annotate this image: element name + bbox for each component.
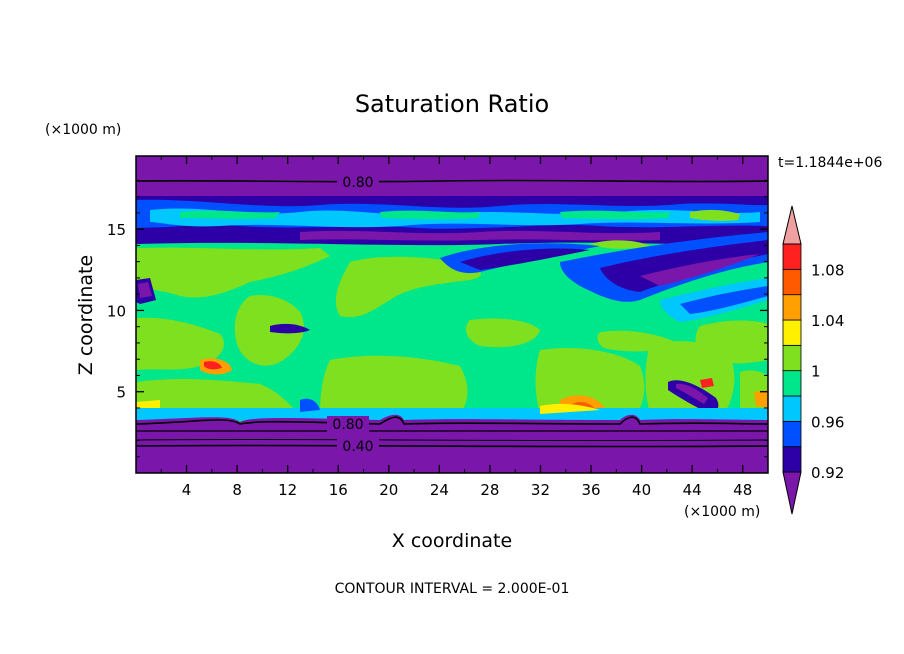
colorbar-bin [782, 395, 802, 422]
colorbar-bin [782, 294, 802, 321]
colorbar-bin [782, 446, 802, 473]
contour-labels: 0.80 0.80 0.40 [327, 173, 379, 455]
colorbar-bin [782, 243, 802, 270]
x-tick-label: 28 [480, 481, 499, 499]
plot-area [136, 156, 768, 473]
contour-interval-note: CONTOUR INTERVAL = 2.000E-01 [335, 581, 570, 597]
x-tick-label: 8 [232, 481, 242, 499]
x-axis-unit: (×1000 m) [684, 504, 760, 520]
colorbar-bin [782, 420, 802, 448]
plot-frame [135, 155, 769, 474]
colorbar-bin [782, 268, 802, 296]
y-tick-label: 5 [116, 384, 126, 402]
colorbar-over-triangle [782, 205, 802, 245]
x-tick-label: 44 [683, 481, 702, 499]
y-axis-unit: (×1000 m) [45, 122, 121, 138]
contour-label-mid: 0.80 [332, 417, 363, 433]
colorbar-tick-label: 1 [811, 363, 821, 381]
chart-title: Saturation Ratio [355, 90, 549, 118]
x-tick-label: 16 [329, 481, 348, 499]
colorbar-tick-label: 0.92 [811, 464, 844, 482]
x-tick-label: 20 [379, 481, 398, 499]
x-tick-label: 48 [733, 481, 752, 499]
colorbar-tick-label: 1.04 [811, 312, 844, 330]
y-axis-ticks: 5 10 15 [107, 179, 768, 458]
contour-label-low: 0.40 [342, 439, 373, 455]
x-tick-label: 32 [531, 481, 550, 499]
colorbar-bin [782, 319, 802, 346]
time-label: t=1.1844e+06 [778, 155, 882, 171]
y-axis-label: Z coordinate [75, 255, 97, 375]
y-tick-label: 15 [107, 221, 126, 239]
x-tick-label: 36 [581, 481, 600, 499]
x-tick-label: 4 [182, 481, 192, 499]
x-tick-label: 24 [430, 481, 449, 499]
colorbar-tick-label: 1.08 [811, 261, 844, 279]
colorbar-tick-label: 0.96 [811, 413, 844, 431]
x-axis-label: X coordinate [392, 530, 512, 552]
x-tick-label: 40 [632, 481, 651, 499]
contour-label-top: 0.80 [342, 175, 373, 191]
x-tick-label: 12 [278, 481, 297, 499]
x-axis-ticks: 4 8 12 16 20 24 28 32 36 40 44 48 [160, 156, 752, 499]
colorbar: 0.92 0.96 1 1.04 1.08 [782, 205, 844, 515]
y-tick-label: 10 [107, 302, 126, 320]
colorbar-bin [782, 344, 802, 372]
colorbar-bin [782, 370, 802, 397]
contour-lines [135, 179, 769, 448]
colorbar-under-triangle [782, 471, 802, 515]
